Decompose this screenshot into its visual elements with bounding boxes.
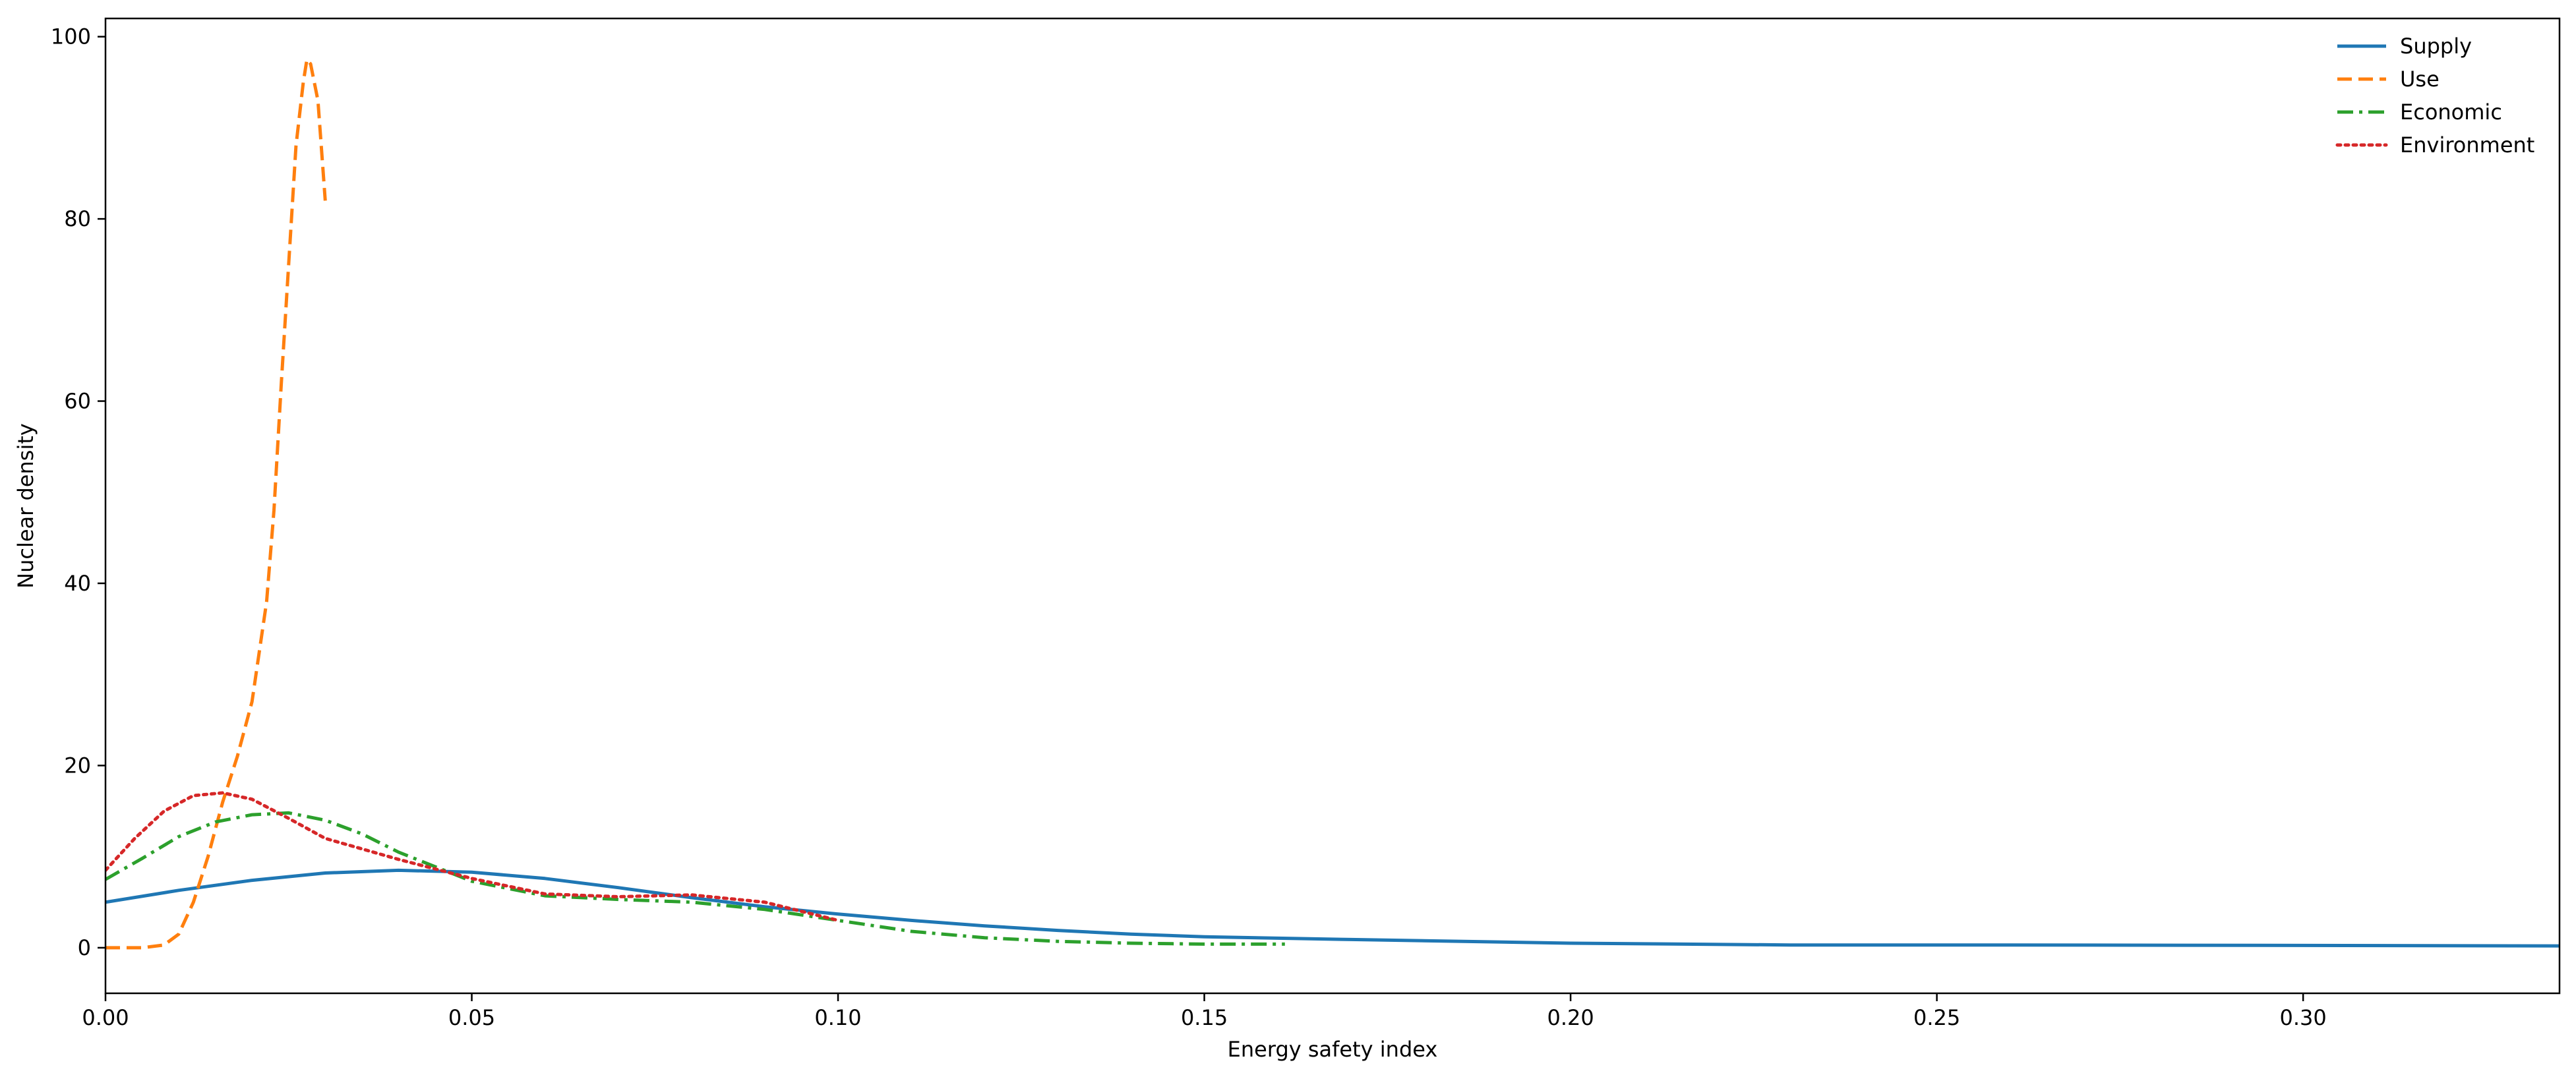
y-tick-label: 60 [64,389,91,414]
legend-label: Use [2400,67,2440,92]
series-line-use [105,57,327,950]
x-tick-label: 0.15 [1181,1005,1228,1030]
x-axis-title: Energy safety index [1228,1037,1438,1062]
legend-item-use: Use [2337,67,2440,92]
y-tick-label: 0 [78,935,91,960]
x-tick-label: 0.20 [1547,1005,1594,1030]
plot-area [104,17,2561,995]
legend-label: Supply [2400,34,2472,59]
legend-item-environment: Environment [2335,132,2534,158]
axes-frame [104,17,2561,995]
x-tick-label: 0.05 [448,1005,495,1030]
y-tick-label: 40 [64,571,91,596]
y-axis: 0 20 40 60 80 100 [51,24,105,960]
series-layer [105,57,2560,950]
legend-item-supply: Supply [2337,34,2472,59]
legend-item-economic: Economic [2337,100,2502,125]
x-tick-label: 0.00 [82,1005,129,1030]
x-tick-label: 0.30 [2280,1005,2327,1030]
legend-label: Environment [2400,132,2534,158]
legend: Supply Use Economic Environment [2335,34,2534,158]
x-tick-label: 0.10 [814,1005,861,1030]
y-tick-label: 80 [64,206,91,231]
series-line-environment [105,791,840,922]
y-tick-label: 100 [51,24,91,49]
y-tick-label: 20 [64,753,91,778]
legend-label: Economic [2400,100,2502,125]
x-axis: 0.00 0.05 0.10 0.15 0.20 0.25 0.30 [82,993,2327,1030]
y-axis-title: Nuclear density [13,423,38,589]
series-line-economic [105,811,1285,946]
x-tick-label: 0.25 [1913,1005,1960,1030]
series-line-supply [105,868,2560,948]
